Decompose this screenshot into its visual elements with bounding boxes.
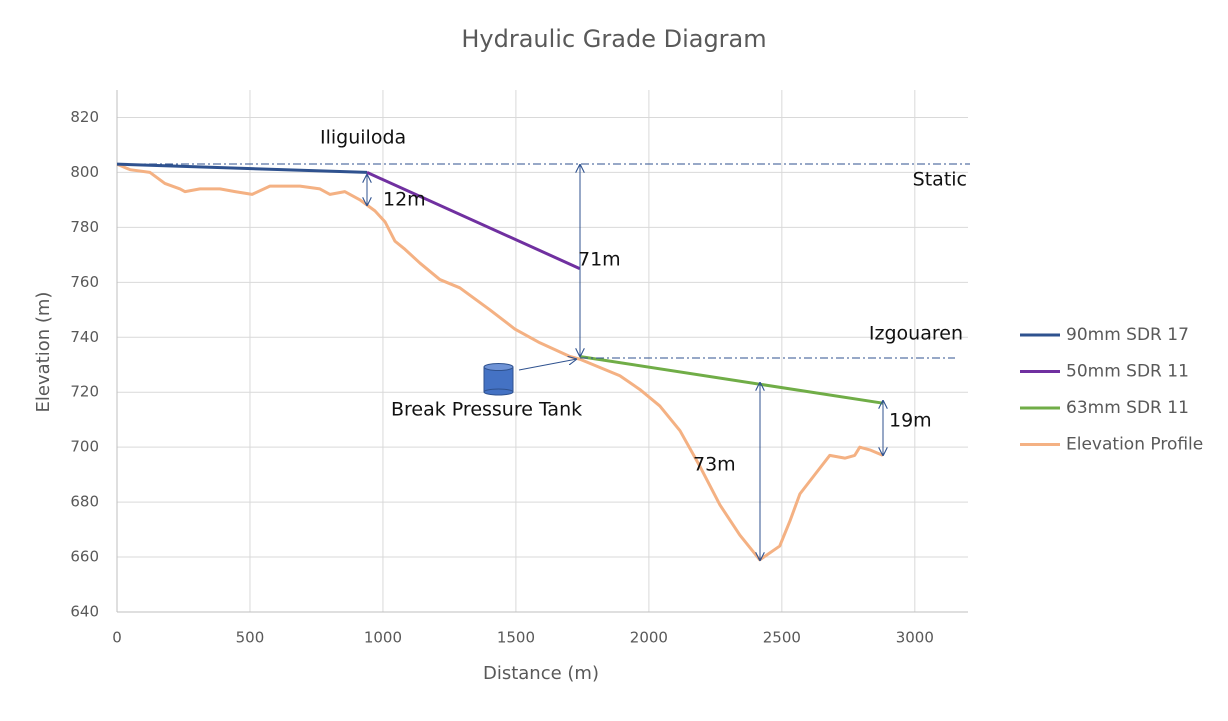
plot xyxy=(116,162,884,562)
annotation: Izgouaren xyxy=(869,323,963,345)
y-tick-label: 740 xyxy=(70,328,99,346)
series-line xyxy=(579,355,884,405)
y-tick-label: 700 xyxy=(70,438,99,456)
x-tick-label: 2000 xyxy=(630,629,668,647)
x-tick-label: 1500 xyxy=(497,629,535,647)
arrow xyxy=(518,359,577,371)
y-tick-label: 640 xyxy=(70,603,99,621)
annotation: Break Pressure Tank xyxy=(391,399,582,421)
chart-title: Hydraulic Grade Diagram xyxy=(461,25,766,53)
tank-icon xyxy=(483,363,514,396)
series-line xyxy=(116,162,368,174)
legend-label: Elevation Profile xyxy=(1066,435,1203,455)
x-tick-label: 0 xyxy=(112,629,122,647)
annotation-graphics xyxy=(117,163,970,561)
legend-label: 50mm SDR 11 xyxy=(1066,362,1189,382)
annotation: 71m xyxy=(578,249,621,271)
series-line xyxy=(366,171,581,270)
x-axis-label: Distance (m) xyxy=(483,663,599,684)
y-tick-label: 660 xyxy=(70,548,99,566)
y-tick-label: 720 xyxy=(70,383,99,401)
annotation: Static xyxy=(913,169,967,191)
x-tick-label: 500 xyxy=(236,629,265,647)
legend-label: 90mm SDR 17 xyxy=(1066,325,1189,345)
y-tick-label: 680 xyxy=(70,493,99,511)
grid: 640 660 680 700 720 740 760 780 800 820 0 500 1000 15… xyxy=(70,90,968,647)
y-tick-label: 780 xyxy=(70,218,99,236)
y-tick-label: 800 xyxy=(70,163,99,181)
annotations: Iliguiloda Static 12m 71m Izgouaren Break Pre… xyxy=(320,127,967,476)
y-tick-label: 820 xyxy=(70,108,99,126)
annotation: 12m xyxy=(383,189,426,211)
x-tick-label: 3000 xyxy=(896,629,934,647)
legend-label: 63mm SDR 11 xyxy=(1066,398,1189,418)
y-axis-label: Elevation (m) xyxy=(33,292,54,413)
legend: 90mm SDR 17 50mm SDR 11 63mm SDR 11 Elevati… xyxy=(1020,325,1203,455)
annotation: Iliguiloda xyxy=(320,127,406,149)
series-line xyxy=(116,162,884,562)
annotation: 19m xyxy=(889,410,932,432)
y-tick-label: 760 xyxy=(70,273,99,291)
x-tick-label: 1000 xyxy=(364,629,402,647)
annotation: 73m xyxy=(693,454,736,476)
x-tick-label: 2500 xyxy=(763,629,801,647)
